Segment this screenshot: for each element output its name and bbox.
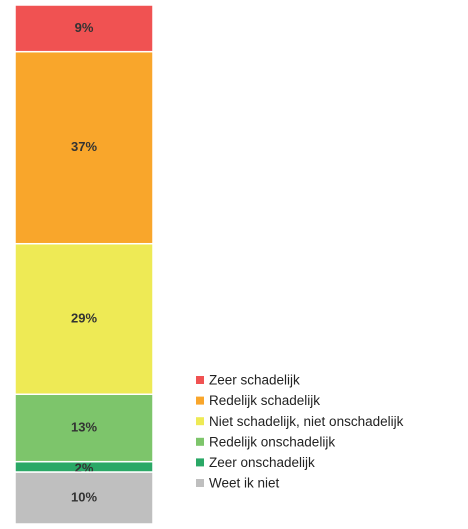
bar-segment [14, 471, 154, 525]
legend-label: Redelijk onschadelijk [209, 434, 335, 449]
value-label: 10% [71, 489, 97, 504]
legend-swatch [196, 417, 204, 426]
legend-swatch [196, 437, 204, 446]
legend-swatch [196, 376, 204, 384]
value-label: 9% [75, 20, 94, 35]
bar-segment [14, 393, 154, 463]
bar-segment [14, 242, 154, 395]
bar-segment [14, 4, 154, 53]
legend-swatch [196, 479, 204, 487]
legend-label: Redelijk schadelijk [209, 393, 320, 408]
legend-label: Zeer onschadelijk [209, 455, 315, 470]
legend-label: Weet ik niet [209, 476, 280, 491]
legend-label: Zeer schadelijk [209, 373, 300, 388]
legend-swatch [196, 396, 204, 405]
bar-segment [14, 50, 154, 245]
value-label: 37% [71, 139, 97, 154]
value-label: 29% [71, 310, 97, 325]
value-label: 13% [71, 419, 97, 434]
legend-swatch [196, 458, 204, 467]
legend-label: Niet schadelijk, niet onschadelijk [209, 414, 404, 429]
